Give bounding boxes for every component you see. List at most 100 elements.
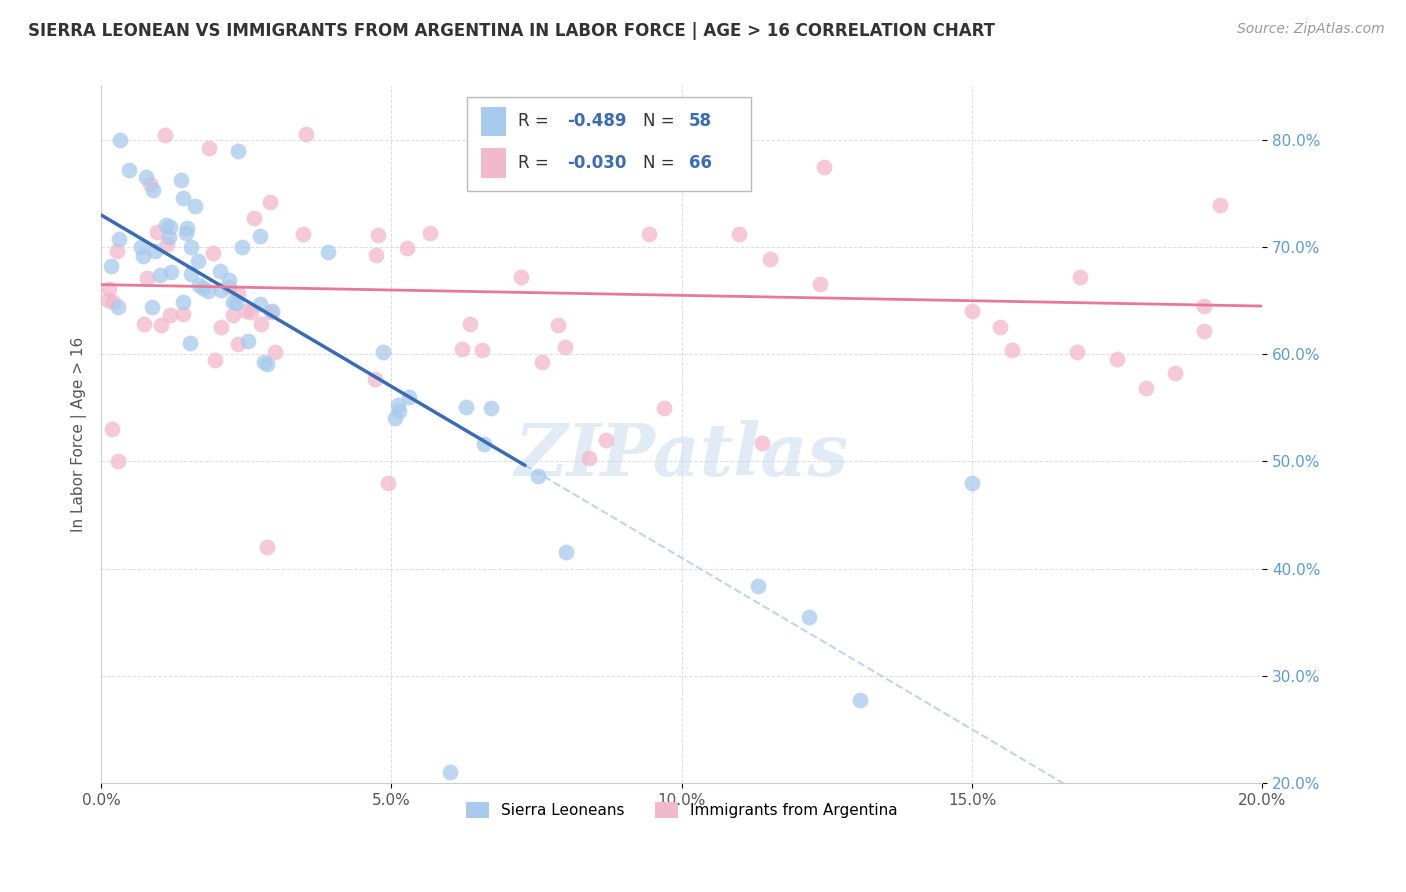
Point	[387, 398, 409, 412]
Point	[1069, 269, 1091, 284]
Point	[364, 371, 387, 385]
Point	[1208, 198, 1230, 212]
Point	[172, 294, 194, 309]
Point	[479, 401, 502, 415]
Point	[225, 296, 247, 310]
Text: -0.489: -0.489	[567, 112, 626, 130]
Point	[253, 355, 276, 369]
Point	[180, 239, 202, 253]
Text: ZIPatlas: ZIPatlas	[515, 420, 849, 491]
Point	[398, 390, 420, 404]
Point	[97, 293, 120, 308]
Point	[155, 128, 177, 142]
Point	[1135, 381, 1157, 395]
Point	[388, 404, 411, 418]
Point	[221, 308, 243, 322]
Point	[531, 355, 554, 369]
Point	[988, 319, 1011, 334]
Point	[295, 128, 318, 142]
Point	[135, 170, 157, 185]
Text: -0.030: -0.030	[567, 154, 626, 172]
Point	[243, 211, 266, 226]
Point	[249, 229, 271, 244]
Point	[149, 268, 172, 282]
Point	[222, 295, 245, 310]
Point	[240, 305, 263, 319]
Text: 58: 58	[689, 112, 711, 130]
Text: N =: N =	[644, 154, 681, 172]
Point	[316, 244, 339, 259]
Point	[139, 178, 162, 192]
Point	[813, 160, 835, 174]
Point	[231, 240, 253, 254]
Point	[396, 241, 419, 255]
Point	[218, 280, 240, 294]
Point	[547, 318, 569, 333]
Point	[159, 308, 181, 322]
Point	[108, 232, 131, 246]
Point	[960, 475, 983, 490]
Point	[208, 263, 231, 277]
Point	[751, 435, 773, 450]
Point	[179, 336, 201, 351]
Point	[226, 337, 249, 351]
Point	[1194, 324, 1216, 338]
Point	[188, 278, 211, 293]
Point	[450, 342, 472, 356]
Point	[1066, 345, 1088, 359]
Point	[209, 319, 232, 334]
Point	[249, 297, 271, 311]
Point	[184, 199, 207, 213]
Bar	[481, 148, 506, 178]
Point	[136, 271, 159, 285]
Point	[367, 228, 389, 243]
Point	[471, 343, 494, 357]
Y-axis label: In Labor Force | Age > 16: In Labor Force | Age > 16	[72, 337, 87, 533]
Point	[118, 163, 141, 178]
Point	[180, 267, 202, 281]
Point	[160, 265, 183, 279]
Point	[100, 259, 122, 273]
Point	[554, 340, 576, 354]
Point	[226, 286, 249, 301]
Point	[439, 765, 461, 780]
Point	[578, 450, 600, 465]
Point	[157, 230, 180, 244]
Point	[264, 345, 287, 359]
Bar	[467, 97, 751, 191]
Point	[637, 227, 659, 241]
Text: R =: R =	[517, 154, 554, 172]
Text: R =: R =	[517, 112, 554, 130]
Point	[97, 282, 120, 296]
Point	[193, 281, 215, 295]
Legend: Sierra Leoneans, Immigrants from Argentina: Sierra Leoneans, Immigrants from Argenti…	[460, 796, 904, 824]
Text: 66: 66	[689, 154, 711, 172]
Point	[156, 236, 179, 251]
Point	[260, 305, 283, 319]
Point	[371, 345, 394, 359]
Point	[101, 422, 124, 436]
Point	[198, 141, 221, 155]
Point	[197, 284, 219, 298]
Point	[456, 400, 478, 414]
Point	[145, 244, 167, 259]
Point	[291, 227, 314, 242]
Point	[364, 248, 387, 262]
Point	[131, 240, 153, 254]
Point	[235, 304, 257, 318]
Point	[472, 437, 495, 451]
Point	[256, 357, 278, 371]
Point	[728, 227, 751, 241]
Point	[101, 295, 124, 310]
Point	[187, 254, 209, 268]
Point	[259, 195, 281, 210]
Point	[418, 226, 440, 240]
Point	[141, 300, 163, 314]
Point	[226, 144, 249, 158]
Point	[1164, 366, 1187, 380]
Point	[652, 401, 675, 415]
Point	[960, 304, 983, 318]
Point	[209, 283, 232, 297]
Point	[146, 225, 169, 239]
Point	[808, 277, 831, 291]
